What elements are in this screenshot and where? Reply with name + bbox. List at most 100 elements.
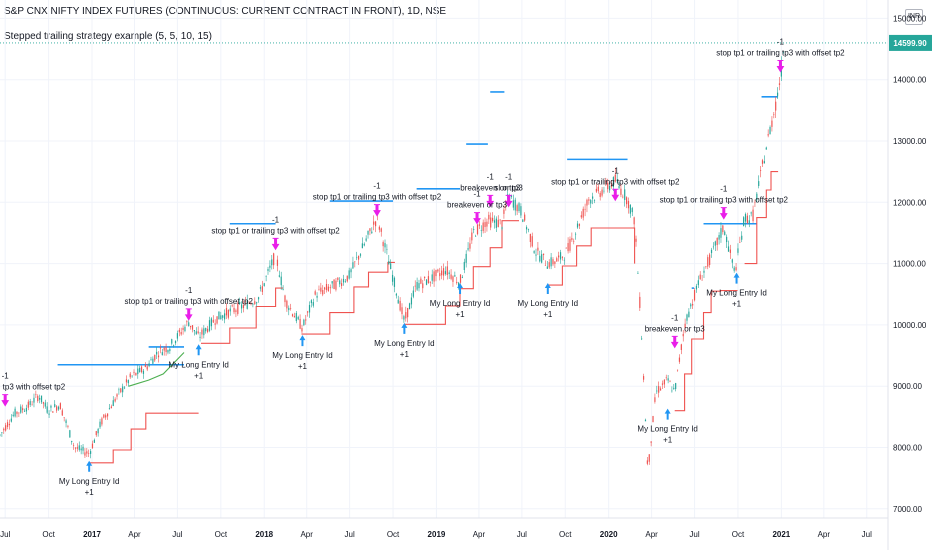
candle-body <box>37 395 39 402</box>
candle-body <box>123 387 126 389</box>
candle-body <box>510 195 513 197</box>
candle-body <box>765 147 767 150</box>
candle-body <box>44 402 46 407</box>
exit-qty: -1 <box>720 185 728 194</box>
candle-body <box>324 287 326 290</box>
candle-body <box>88 453 90 455</box>
candle-body <box>767 134 769 136</box>
candle-body <box>512 200 514 208</box>
candle-body <box>312 302 314 306</box>
candle-body <box>641 338 643 340</box>
candle-body <box>231 305 233 307</box>
candle-body <box>291 314 294 317</box>
candle-body <box>535 254 537 256</box>
time-tick-label: Jul <box>517 530 527 539</box>
candle-body <box>220 315 222 320</box>
long-entry-label: My Long Entry Id <box>706 289 766 298</box>
candle-body <box>676 369 679 371</box>
candle-body <box>333 279 335 290</box>
candle-body <box>631 208 633 213</box>
candle-body <box>722 225 724 233</box>
candle-body <box>301 328 303 332</box>
candle-body <box>314 291 316 295</box>
exit-arrow <box>504 194 513 208</box>
candle-body <box>578 224 581 226</box>
candle-body <box>727 246 730 252</box>
candle-body <box>412 290 414 297</box>
candle-body <box>357 255 360 260</box>
exit-arrow <box>611 188 620 202</box>
price-tick-label: 14000.00 <box>893 76 927 85</box>
candle-body <box>367 230 369 235</box>
candle-body <box>467 248 469 250</box>
strategy-legend[interactable]: Stepped trailing strategy example (5, 5,… <box>4 31 212 42</box>
candle-body <box>359 254 362 256</box>
candle-body <box>737 248 739 253</box>
candle-body <box>669 381 671 383</box>
candle-body <box>148 363 150 367</box>
candle-body <box>239 302 241 304</box>
candle-body <box>20 406 22 413</box>
candle-body <box>135 372 137 376</box>
long-entry-label: My Long Entry Id <box>168 360 228 369</box>
candle-body <box>106 413 109 417</box>
long-entry-arrow <box>195 344 202 356</box>
candle-body <box>705 266 707 267</box>
candle-body <box>308 305 311 313</box>
candle-body <box>497 219 499 228</box>
candle-body <box>637 273 639 274</box>
candle-body <box>441 270 443 276</box>
candle-body <box>133 371 135 373</box>
candle-body <box>361 243 363 249</box>
candle-body <box>29 401 31 405</box>
candle-body <box>105 415 107 418</box>
candle-body <box>12 414 14 416</box>
candle-body <box>703 270 705 273</box>
candle-body <box>682 333 684 337</box>
candle-body <box>259 287 262 289</box>
candle-body <box>665 377 667 379</box>
candle-body <box>573 240 575 242</box>
candle-body <box>522 219 524 222</box>
exit-qty: -1 <box>2 372 10 381</box>
candle-body <box>205 328 207 332</box>
candle-body <box>431 274 433 281</box>
candle-body <box>514 199 516 211</box>
candle-body <box>261 286 263 292</box>
candle-body <box>609 185 611 191</box>
candle-body <box>250 303 252 305</box>
price-tick-label: 11000.00 <box>893 260 926 269</box>
candle-body <box>0 434 1 436</box>
candle-body <box>399 300 401 311</box>
time-axis[interactable]: Jul Oct 2017 Apr Jul Oct 2018 Apr Jul Oct 2019 Apr J… <box>0 517 888 539</box>
candle-body <box>93 439 95 443</box>
long-entry-qty: +1 <box>298 362 308 371</box>
candle-body <box>501 227 503 229</box>
candle-body <box>23 410 26 412</box>
candle-body <box>773 114 775 116</box>
candle-body <box>650 441 652 443</box>
candle-body <box>475 235 477 237</box>
candle-body <box>603 190 605 192</box>
grid-lines <box>0 0 888 518</box>
take-profit-lines <box>57 91 779 366</box>
candle-body <box>576 223 579 228</box>
candle-body <box>108 408 111 410</box>
candle-body <box>384 243 386 248</box>
candle-body <box>531 236 533 247</box>
candle-body <box>505 205 507 208</box>
currency-badge[interactable]: INR <box>905 9 923 25</box>
time-tick-label: 2017 <box>83 530 101 539</box>
candle-body <box>299 318 301 329</box>
candle-body <box>154 354 156 361</box>
trade-markers <box>1 60 785 472</box>
candle-body <box>446 266 448 275</box>
candle-body <box>120 388 122 393</box>
candle-body <box>548 262 550 268</box>
candle-body <box>752 209 754 222</box>
candle-body <box>624 189 626 201</box>
candle-body <box>216 316 218 324</box>
long-entry-label: My Long Entry Id <box>272 351 332 360</box>
